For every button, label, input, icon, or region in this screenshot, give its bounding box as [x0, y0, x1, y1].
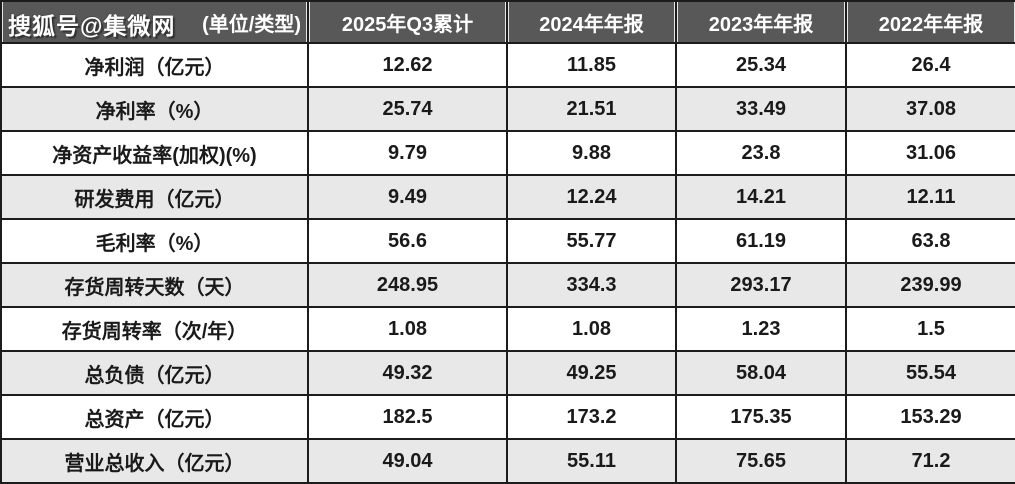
table-row: 总资产（亿元） 182.5 173.2 175.35 153.29 [0, 394, 1015, 440]
cell-value: 63.8 [845, 218, 1015, 264]
cell-value: 11.85 [506, 42, 677, 88]
row-label: 净利率（%） [0, 86, 309, 132]
cell-value: 56.6 [307, 218, 508, 264]
cell-value: 1.08 [506, 306, 677, 352]
table-row: 营业总收入（亿元） 49.04 55.11 75.65 71.2 [0, 438, 1015, 484]
row-label: 毛利率（%） [0, 218, 309, 264]
cell-value: 49.25 [506, 350, 677, 396]
cell-value: 14.21 [675, 174, 847, 220]
cell-value: 9.88 [506, 130, 677, 176]
table-row: 净利润（亿元） 12.62 11.85 25.34 26.4 [0, 42, 1015, 88]
table-row: 净利率（%） 25.74 21.51 33.49 37.08 [0, 86, 1015, 132]
table-row: 研发费用（亿元） 9.49 12.24 14.21 12.11 [0, 174, 1015, 220]
cell-value: 75.65 [675, 438, 847, 484]
table-row: 净资产收益率(加权)(%) 9.79 9.88 23.8 31.06 [0, 130, 1015, 176]
column-header-metric: (单位/类型) [0, 0, 309, 44]
cell-value: 71.2 [845, 438, 1015, 484]
cell-value: 25.74 [307, 86, 508, 132]
cell-value: 33.49 [675, 86, 847, 132]
row-label: 营业总收入（亿元） [0, 438, 309, 484]
cell-value: 61.19 [675, 218, 847, 264]
cell-value: 182.5 [307, 394, 508, 440]
cell-value: 12.11 [845, 174, 1015, 220]
cell-value: 153.29 [845, 394, 1015, 440]
cell-value: 55.54 [845, 350, 1015, 396]
cell-value: 21.51 [506, 86, 677, 132]
cell-value: 31.06 [845, 130, 1015, 176]
cell-value: 9.79 [307, 130, 508, 176]
cell-value: 248.95 [307, 262, 508, 308]
row-label: 总资产（亿元） [0, 394, 309, 440]
column-header-2024: 2024年年报 [506, 0, 677, 44]
cell-value: 23.8 [675, 130, 847, 176]
row-label: 研发费用（亿元） [0, 174, 309, 220]
cell-value: 25.34 [675, 42, 847, 88]
cell-value: 12.24 [506, 174, 677, 220]
cell-value: 1.5 [845, 306, 1015, 352]
cell-value: 58.04 [675, 350, 847, 396]
cell-value: 37.08 [845, 86, 1015, 132]
cell-value: 55.11 [506, 438, 677, 484]
cell-value: 26.4 [845, 42, 1015, 88]
table-row: 总负债（亿元） 49.32 49.25 58.04 55.54 [0, 350, 1015, 396]
cell-value: 49.04 [307, 438, 508, 484]
cell-value: 334.3 [506, 262, 677, 308]
table-row: 毛利率（%） 56.6 55.77 61.19 63.8 [0, 218, 1015, 264]
cell-value: 239.99 [845, 262, 1015, 308]
cell-value: 293.17 [675, 262, 847, 308]
row-label: 总负债（亿元） [0, 350, 309, 396]
row-label: 存货周转率（次/年） [0, 306, 309, 352]
row-label: 存货周转天数（天） [0, 262, 309, 308]
cell-value: 12.62 [307, 42, 508, 88]
row-label: 净利润（亿元） [0, 42, 309, 88]
column-header-2022: 2022年年报 [845, 0, 1015, 44]
cell-value: 55.77 [506, 218, 677, 264]
cell-value: 1.08 [307, 306, 508, 352]
column-header-2025q3: 2025年Q3累计 [307, 0, 508, 44]
cell-value: 9.49 [307, 174, 508, 220]
cell-value: 49.32 [307, 350, 508, 396]
row-label: 净资产收益率(加权)(%) [0, 130, 309, 176]
cell-value: 173.2 [506, 394, 677, 440]
column-header-2023: 2023年年报 [675, 0, 847, 44]
table-row: 存货周转天数（天） 248.95 334.3 293.17 239.99 [0, 262, 1015, 308]
table-row: 存货周转率（次/年） 1.08 1.08 1.23 1.5 [0, 306, 1015, 352]
cell-value: 175.35 [675, 394, 847, 440]
table-header-row: (单位/类型) 2025年Q3累计 2024年年报 2023年年报 2022年年… [0, 0, 1015, 44]
cell-value: 1.23 [675, 306, 847, 352]
